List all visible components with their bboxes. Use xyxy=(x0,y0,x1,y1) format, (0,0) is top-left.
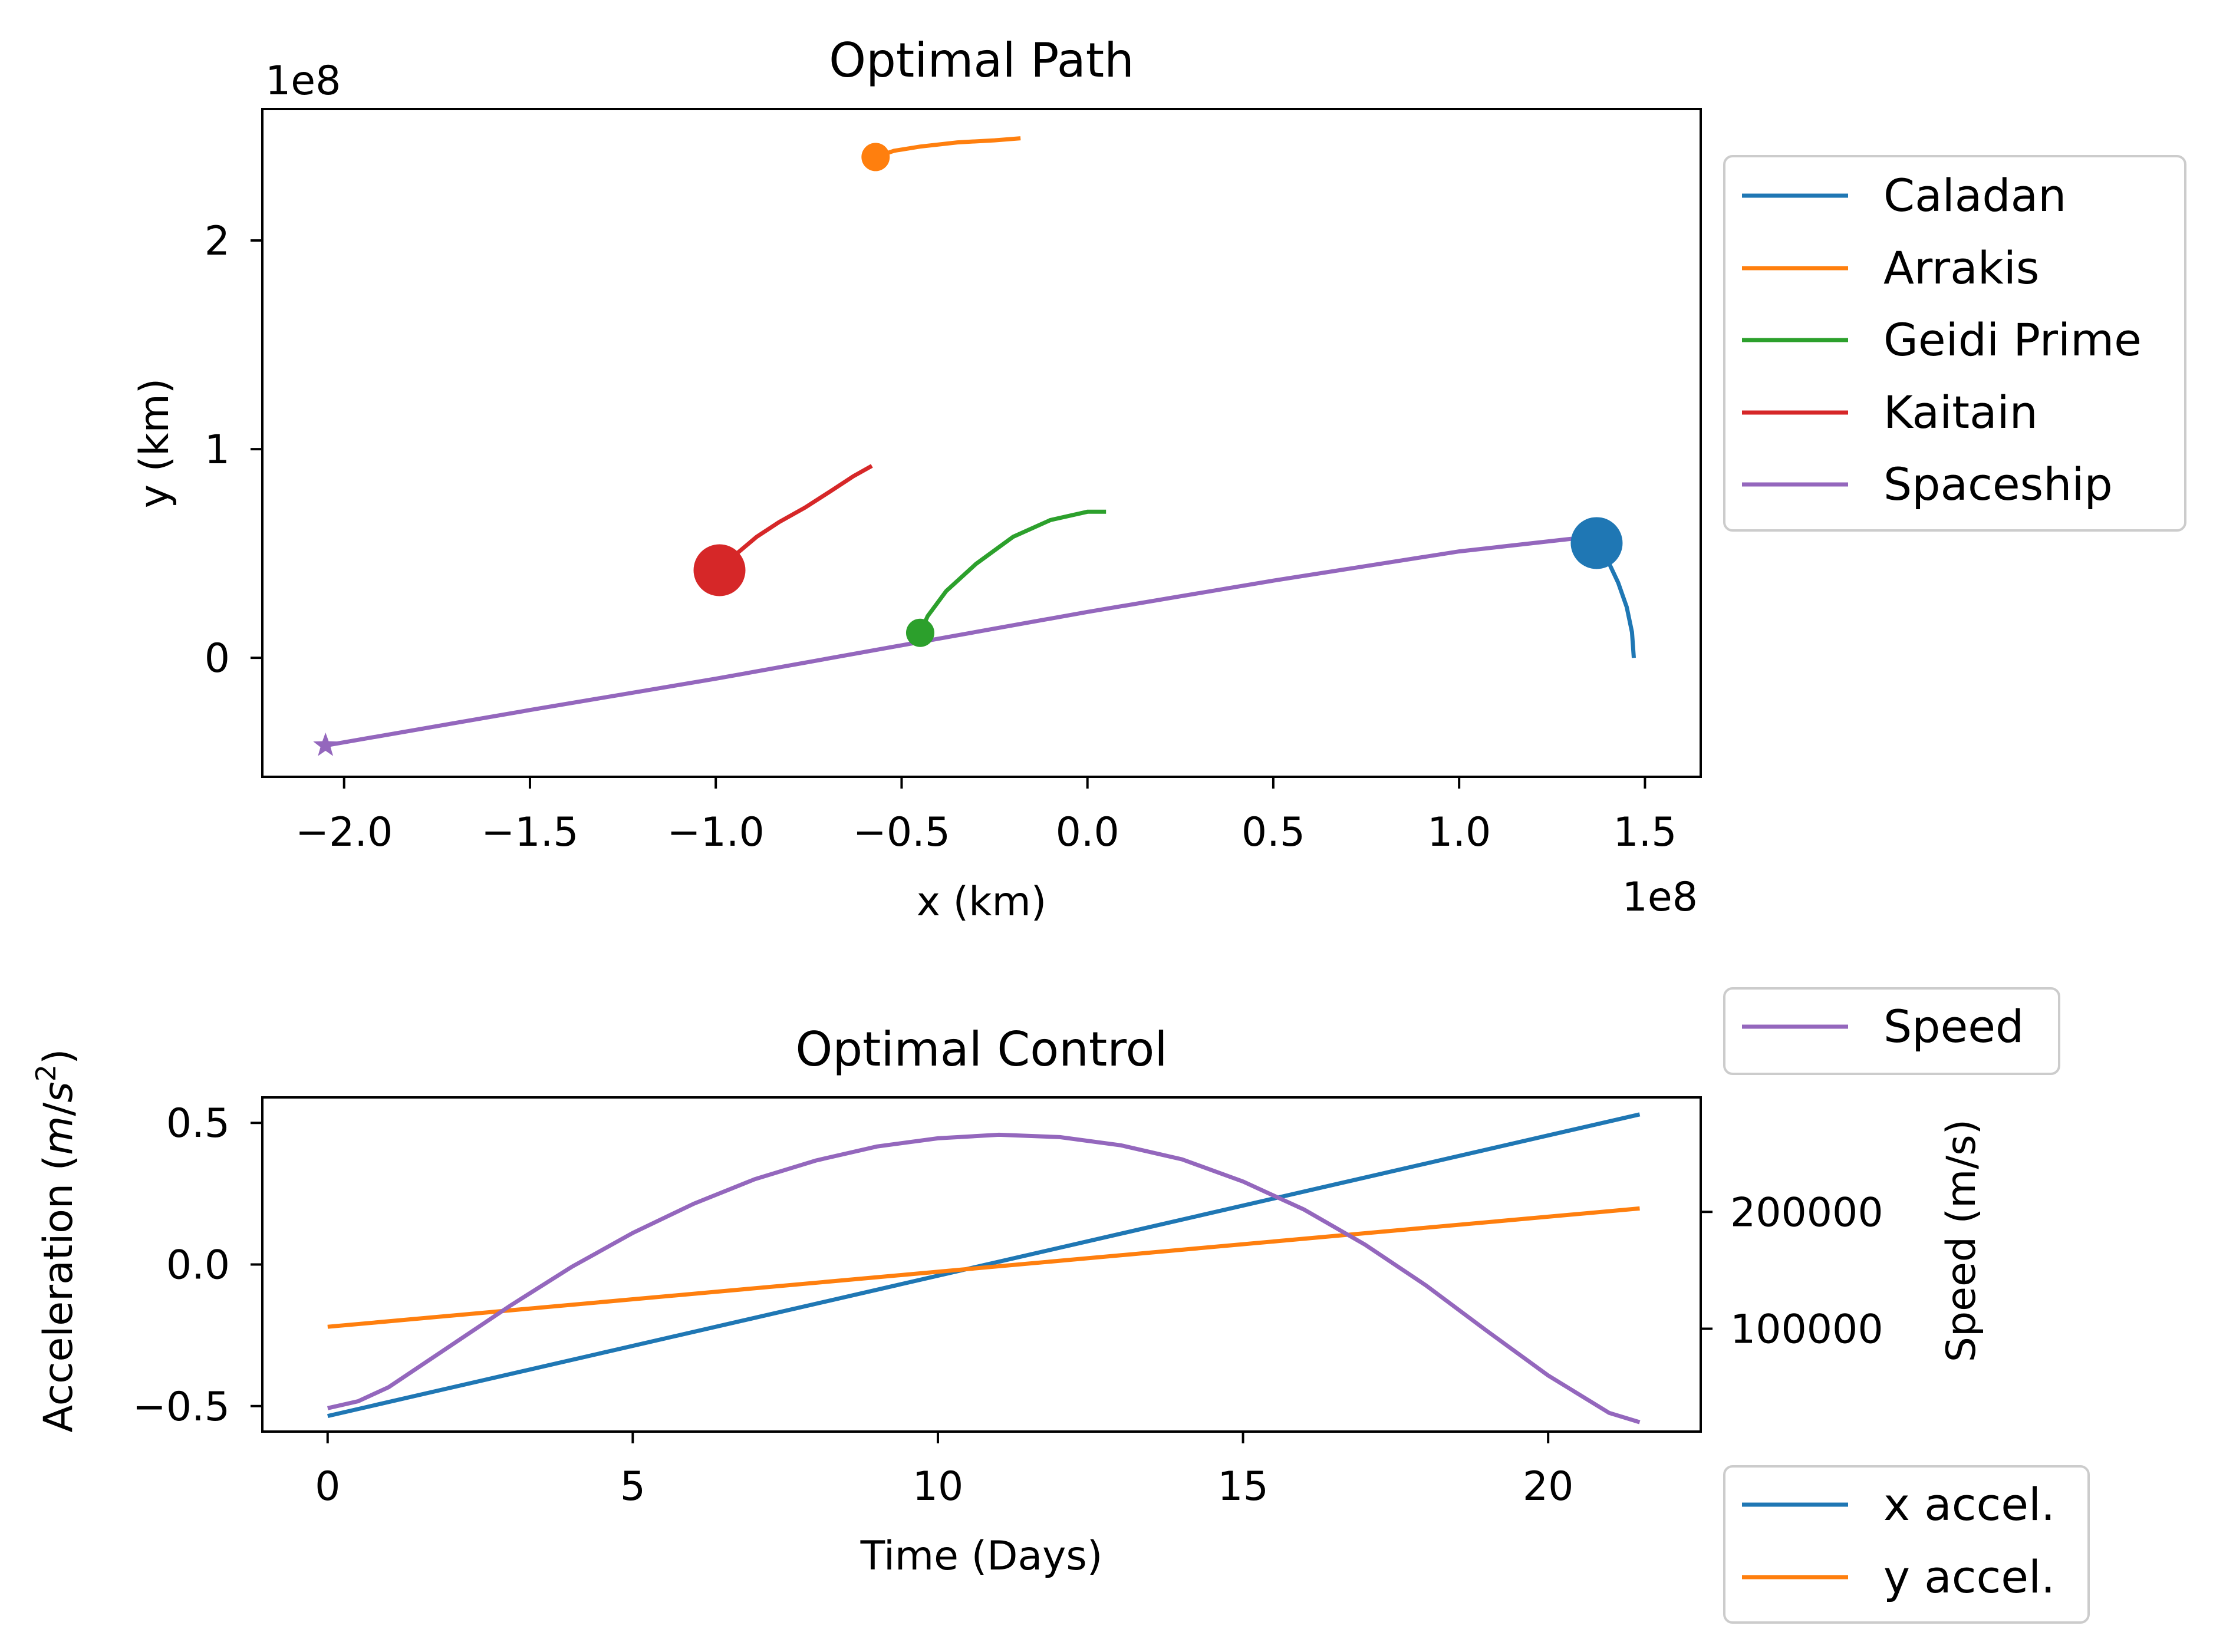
y-axis-label: Acceleration (m/s2) xyxy=(30,1048,82,1432)
legend-accel: x accel. y accel. xyxy=(1723,1465,2090,1624)
legend-item-speed: Speed xyxy=(1742,1000,2024,1053)
x-tick-label: 1.0 xyxy=(1427,809,1491,856)
x-axis-label: Time (Days) xyxy=(860,1533,1103,1580)
legend-label: Speed xyxy=(1883,1000,2024,1053)
legend-frame xyxy=(1723,987,2060,1075)
y-axis-label: y (km) xyxy=(131,378,178,509)
plot-lines xyxy=(313,136,1636,756)
legend-item-x-accel: x accel. xyxy=(1742,1478,2055,1531)
x-tick-label: 0.5 xyxy=(1241,809,1305,856)
series-line-arrakis xyxy=(875,136,1021,159)
y-tick-label: 0.0 xyxy=(166,1242,230,1289)
y2-tick-label: 200000 xyxy=(1730,1189,1883,1236)
y2-axis-label: Speed (m/s) xyxy=(1938,1119,1985,1362)
legend-item-arrakis: Arrakis xyxy=(1742,242,2039,294)
legend-item-spaceship: Spaceship xyxy=(1742,458,2113,510)
chart-title: Optimal Control xyxy=(795,1022,1167,1077)
legend: Caladan Arrakis Geidi Prime Kaitain Spac… xyxy=(1723,155,2186,532)
legend-label: x accel. xyxy=(1883,1478,2055,1531)
chart-title: Optimal Path xyxy=(829,33,1134,88)
optimal-path-chart: Optimal Path 1e8 −2.0 −1.5 − xyxy=(131,33,2186,925)
legend-label: Caladan xyxy=(1883,169,2066,222)
series-line-y-accel xyxy=(327,1206,1640,1329)
y-axis-label-unit-exp: 2 xyxy=(30,1064,62,1081)
y-axis: 0 1 2 y (km) xyxy=(131,218,262,682)
x-axis-label: x (km) xyxy=(917,879,1047,925)
legend-label: y accel. xyxy=(1883,1551,2055,1603)
x-tick-label: 10 xyxy=(913,1463,964,1510)
legend-item-caladan: Caladan xyxy=(1742,169,2066,222)
x-tick-label: −0.5 xyxy=(853,809,950,856)
y-axis-left: −0.5 0.0 0.5 Acceleration (m/s2) xyxy=(30,1048,262,1433)
x-tick-label: −2.0 xyxy=(295,809,393,856)
x-tick-label: 5 xyxy=(620,1463,646,1510)
marker-geidi-prime xyxy=(905,618,934,647)
plot-lines xyxy=(327,1112,1641,1425)
y-offset-label: 1e8 xyxy=(265,58,341,104)
x-tick-label: 0.0 xyxy=(1056,809,1119,856)
legend-label: Arrakis xyxy=(1883,242,2039,294)
x-axis: −2.0 −1.5 −1.0 −0.5 0.0 0.5 1.0 1.5 1e8 … xyxy=(295,777,1698,925)
y-tick-label: 0 xyxy=(205,635,230,682)
optimal-control-chart: Optimal Control 0 5 10 15 20 Time (Days)… xyxy=(30,987,2090,1624)
x-tick-label: 15 xyxy=(1217,1463,1269,1510)
series-line-x-accel xyxy=(327,1112,1641,1419)
legend-speed: Speed xyxy=(1723,987,2060,1075)
y-tick-label: 2 xyxy=(205,218,230,265)
x-axis: 0 5 10 15 20 Time (Days) xyxy=(315,1432,1573,1580)
plot-frame xyxy=(261,108,1702,778)
legend-label: Spaceship xyxy=(1883,458,2113,510)
y2-tick-label: 100000 xyxy=(1730,1307,1883,1353)
legend-label: Kaitain xyxy=(1883,386,2038,438)
x-tick-label: −1.5 xyxy=(481,809,578,856)
legend-item-geidi-prime: Geidi Prime xyxy=(1742,314,2142,366)
x-tick-label: 20 xyxy=(1523,1463,1574,1510)
x-tick-label: 0 xyxy=(315,1463,340,1510)
y-axis-label-close: ) xyxy=(35,1048,82,1064)
legend-label: Geidi Prime xyxy=(1883,314,2142,366)
y-tick-label: 0.5 xyxy=(166,1100,230,1147)
marker-arrakis xyxy=(861,143,890,172)
y-axis-label-unit-s: s xyxy=(35,1081,82,1102)
legend-item-kaitain: Kaitain xyxy=(1742,386,2038,438)
marker-kaitain xyxy=(693,544,746,596)
x-tick-label: 1.5 xyxy=(1613,809,1677,856)
legend-frame xyxy=(1723,155,2186,532)
series-line-geidi-prime xyxy=(918,509,1106,634)
series-line-kaitain xyxy=(718,464,873,572)
y-tick-label: 1 xyxy=(205,427,230,473)
marker-caladan xyxy=(1570,517,1623,569)
y-axis-label-unit-m: m xyxy=(35,1116,82,1155)
y-tick-label: −0.5 xyxy=(133,1384,230,1430)
legend-item-y-accel: y accel. xyxy=(1742,1551,2055,1603)
series-line-speed xyxy=(327,1132,1641,1425)
x-tick-label: −1.0 xyxy=(667,809,765,856)
start-star-marker xyxy=(313,732,338,756)
y-axis-label-unit-sep: / xyxy=(35,1103,82,1116)
x-offset-label: 1e8 xyxy=(1622,874,1698,921)
y-axis-right: 100000 200000 Speed (m/s) xyxy=(1701,1119,1985,1362)
series-line-spaceship xyxy=(325,535,1605,748)
y-axis-label-main: Acceleration ( xyxy=(35,1155,82,1433)
